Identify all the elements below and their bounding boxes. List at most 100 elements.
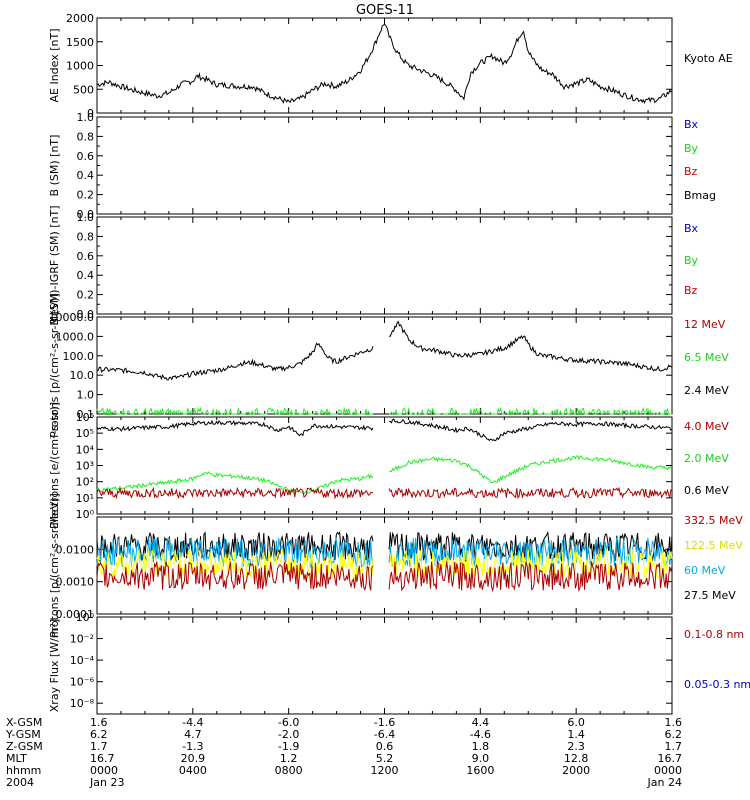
footer-value: -6.0 <box>278 716 299 729</box>
footer-row-label: Y-GSM <box>5 728 41 741</box>
y-tick-label: 500 <box>73 83 94 96</box>
footer-value: 4.7 <box>184 728 202 741</box>
legend-entry: 2.4 MeV <box>684 384 729 397</box>
y-tick-label: 100.0 <box>63 350 95 363</box>
series-4-0-mev <box>96 486 673 500</box>
footer-row-label: Z-GSM <box>6 740 43 753</box>
panel-bsm: 0.0 0.2 0.4 0.6 0.8 1.0 B (SM) [nT] Bx By Bz Bmag <box>48 111 716 221</box>
footer-value: 2.3 <box>567 740 585 753</box>
legend-entry: 4.0 MeV <box>684 420 729 433</box>
panel-frame <box>96 116 673 215</box>
y-axis-label: AE Index [nT] <box>48 28 61 102</box>
legend-entry: Bmag <box>684 189 716 202</box>
footer-value: 1600 <box>466 764 494 777</box>
footer-value: -1.9 <box>278 740 299 753</box>
y-axis-label: B (SM) [nT] <box>48 135 61 197</box>
footer-value: -2.0 <box>278 728 299 741</box>
y-tick-label: 1000 <box>66 60 94 73</box>
series-0-6-mev <box>96 418 673 442</box>
footer-value: -4.6 <box>470 728 491 741</box>
panel-xray: 10⁻⁸ 10⁻⁶ 10⁻⁴ 10⁻² 10⁰ Xray Flux [W/m²] 0.1-0… <box>48 611 750 715</box>
footer-value: -4.4 <box>182 716 203 729</box>
legend-entry: 0.1-0.8 nm <box>684 628 744 641</box>
panel-frame <box>96 416 673 515</box>
y-tick-label: 0.0100 <box>56 543 95 556</box>
legend-entry: 6.5 MeV <box>684 351 729 364</box>
y-tick-label: 10⁶ <box>76 411 95 424</box>
panel-bigrf: 0.0 0.2 0.4 0.6 0.8 1.0 B (SM)-IGRF (SM) [nT] B… <box>48 205 699 325</box>
footer-value: 0400 <box>179 764 207 777</box>
footer-value: 1.7 <box>665 740 683 753</box>
y-tick-label: 10.0 <box>70 369 95 382</box>
panel-frame <box>96 316 673 415</box>
panel-frame <box>96 17 673 114</box>
footer-row-label: X-GSM <box>6 716 42 729</box>
series-2-4-mev <box>96 320 673 381</box>
y-tick-label: 0.0 <box>77 308 95 321</box>
y-tick-label: 0.0 <box>77 208 95 221</box>
y-axis-label: B (SM)-IGRF (SM) [nT] <box>48 205 61 325</box>
y-tick-label: 1500 <box>66 36 94 49</box>
chart-title: GOES-11 <box>356 3 414 18</box>
footer-value: 16.7 <box>658 752 683 765</box>
legend-entry: 12 MeV <box>684 318 726 331</box>
footer-value: 0800 <box>275 764 303 777</box>
legend-entry: 0.6 MeV <box>684 484 729 497</box>
y-tick-label: 10⁻² <box>70 633 94 646</box>
footer-value: 1200 <box>371 764 399 777</box>
footer-value: -6.4 <box>374 728 395 741</box>
y-tick-label: 0.6 <box>77 250 95 263</box>
series-332-5-mev <box>96 560 673 593</box>
footer-value: 1.8 <box>472 740 490 753</box>
y-tick-label: 10² <box>76 476 94 489</box>
footer-value: 6.2 <box>90 728 108 741</box>
y-tick-label: 10000.0 <box>49 311 95 324</box>
footer-value: -1.3 <box>182 740 203 753</box>
footer-value: 5.2 <box>376 752 394 765</box>
legend-entry: By <box>684 142 699 155</box>
legend-entry: Bz <box>684 284 698 297</box>
y-tick-label: 10¹ <box>76 492 94 505</box>
legend-entry: 2.0 MeV <box>684 452 729 465</box>
y-tick-label: 1.0 <box>77 389 95 402</box>
panels-group: 0 500 1000 1500 2000 AE Index [nT] Kyoto AE 0.0… <box>48 12 750 715</box>
y-tick-label: 10⁴ <box>76 443 95 456</box>
y-tick-label: 2000 <box>66 12 94 25</box>
footer-value: 0000 <box>90 764 118 777</box>
y-tick-label: 0.8 <box>77 230 95 243</box>
y-tick-label: 0.4 <box>77 269 95 282</box>
y-tick-label: 1.0 <box>77 111 95 124</box>
footer-row-label: MLT <box>6 752 27 765</box>
footer-row-label: 2004 <box>6 776 34 789</box>
footer-value: 1.7 <box>90 740 108 753</box>
series-2-0-mev <box>96 455 673 495</box>
y-tick-label: 0.0001 <box>56 608 95 621</box>
footer-value: Jan 24 <box>647 776 682 789</box>
series-6-5-mev <box>96 406 672 416</box>
footer-value: Jan 23 <box>89 776 124 789</box>
legend-entry: Bz <box>684 165 698 178</box>
series-kyoto-ae <box>96 23 673 105</box>
y-tick-label: 0.8 <box>77 130 95 143</box>
y-tick-label: 10⁻⁶ <box>70 676 95 689</box>
footer-value: 1.6 <box>665 716 683 729</box>
panel-ae: 0 500 1000 1500 2000 AE Index [nT] Kyoto AE <box>48 12 733 120</box>
y-tick-label: 10³ <box>76 460 94 473</box>
footer-value: 9.0 <box>472 752 490 765</box>
footer-value: 1.6 <box>90 716 108 729</box>
y-tick-label: 0.0010 <box>56 576 95 589</box>
footer-value: 6.2 <box>665 728 683 741</box>
footer-value: 1.2 <box>280 752 298 765</box>
y-tick-label: 10⁻⁴ <box>70 654 95 667</box>
y-tick-label: 10⁵ <box>76 427 94 440</box>
y-tick-label: 0.1 <box>77 408 95 421</box>
legend-entry: Bx <box>684 118 699 131</box>
y-tick-label: 1000.0 <box>56 330 95 343</box>
y-tick-label: 0 <box>87 107 94 120</box>
footer-value: 12.8 <box>564 752 589 765</box>
y-tick-label: 0.4 <box>77 169 95 182</box>
legend-entry: By <box>684 254 699 267</box>
y-axis-label: Electrons [e/(cm²-s-sr)] <box>48 402 61 529</box>
legend-entry: 27.5 MeV <box>684 589 736 602</box>
